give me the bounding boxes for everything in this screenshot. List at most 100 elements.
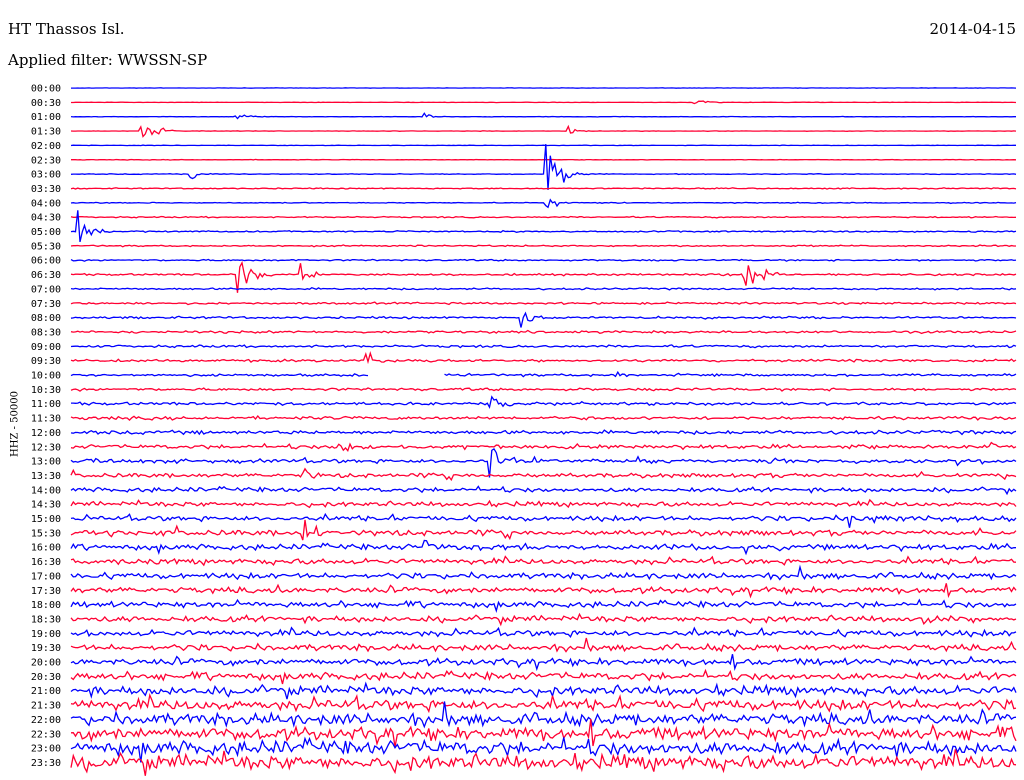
trace-row-0600 [70, 258, 1017, 262]
time-tick-label: 15:30 [31, 528, 61, 539]
time-tick-label: 16:30 [31, 557, 61, 568]
time-tick-label: 18:00 [31, 600, 61, 611]
trace-row-1200 [70, 429, 1017, 436]
time-tick-label: 06:00 [31, 256, 61, 267]
seismic-traces [70, 87, 1017, 776]
time-tick-label: 11:00 [31, 399, 61, 410]
time-tick-label: 00:00 [31, 84, 61, 95]
time-tick-label: 13:00 [31, 457, 61, 468]
trace-row-0800 [70, 311, 1017, 328]
time-tick-label: 05:00 [31, 227, 61, 238]
trace-row-1630 [70, 555, 1017, 567]
trace-row-1430 [70, 498, 1017, 509]
time-tick-label: 04:00 [31, 198, 61, 209]
recording-date: 2014-04-15 [929, 20, 1016, 38]
trace-row-0300 [70, 144, 1017, 190]
trace-row-2200 [70, 701, 1017, 729]
trace-row-0230 [71, 158, 1017, 161]
time-tick-label: 12:00 [31, 428, 61, 439]
trace-row-1300 [70, 447, 1017, 478]
trace-row-1830 [70, 612, 1017, 627]
time-tick-label: 04:30 [31, 213, 61, 224]
time-tick-label: 01:30 [31, 127, 61, 138]
trace-row-1700 [70, 564, 1017, 581]
time-tick-label: 23:00 [31, 744, 61, 755]
time-tick-label: 15:00 [31, 514, 61, 525]
trace-row-2000 [70, 654, 1017, 672]
trace-row-0900 [70, 344, 1017, 349]
time-tick-label: 19:30 [31, 643, 61, 654]
trace-row-1400 [70, 485, 1017, 496]
trace-row-1900 [70, 626, 1017, 638]
time-tick-label: 16:00 [31, 543, 61, 554]
time-tick-label: 01:00 [31, 112, 61, 123]
time-tick-label: 22:00 [31, 715, 61, 726]
trace-row-2300 [70, 736, 1017, 763]
time-tick-label: 09:30 [31, 356, 61, 367]
trace-row-1100 [71, 395, 1017, 410]
trace-row-0100 [70, 112, 1016, 120]
trace-row-0730 [70, 301, 1017, 306]
trace-row-1130 [70, 414, 1017, 421]
time-tick-label: 05:30 [31, 241, 61, 252]
trace-row-1730 [70, 583, 1017, 599]
time-tick-label: 19:00 [31, 629, 61, 640]
time-tick-label: 03:30 [31, 184, 61, 195]
trace-row-1600 [70, 539, 1017, 556]
time-tick-label: 07:30 [31, 299, 61, 310]
trace-row-1330 [70, 467, 1017, 482]
trace-row-1500 [70, 512, 1017, 528]
time-tick-label: 21:00 [31, 686, 61, 697]
trace-row-2230 [70, 718, 1017, 748]
time-tick-label: 03:00 [31, 170, 61, 181]
trace-row-0830 [70, 329, 1017, 335]
trace-row-1530 [70, 519, 1017, 541]
time-tick-label: 09:00 [31, 342, 61, 353]
time-tick-label: 17:00 [31, 571, 61, 582]
trace-row-0530 [70, 244, 1016, 248]
trace-row-0930 [70, 351, 1017, 365]
time-tick-label: 02:00 [31, 141, 61, 152]
time-tick-label: 14:30 [31, 500, 61, 511]
trace-row-0630 [70, 260, 1017, 293]
trace-row-1800 [70, 598, 1017, 613]
trace-row-0130 [70, 124, 1017, 138]
time-tick-label: 13:30 [31, 471, 61, 482]
trace-row-1030 [70, 387, 1017, 392]
trace-row-1230 [70, 441, 1017, 452]
time-tick-label: 14:00 [31, 485, 61, 496]
trace-row-0500 [70, 210, 1017, 243]
trace-row-0700 [70, 286, 1017, 291]
trace-row-0330 [70, 187, 1017, 190]
time-tick-label: 10:30 [31, 385, 61, 396]
trace-row-0200 [70, 144, 1016, 147]
station-title: HT Thassos Isl. [8, 20, 125, 38]
time-tick-label: 20:00 [31, 658, 61, 669]
trace-row-2130 [70, 692, 1017, 714]
time-tick-label: 12:30 [31, 442, 61, 453]
trace-row-1000 [70, 370, 1017, 378]
trace-row-2100 [70, 681, 1017, 700]
trace-row-2030 [70, 668, 1017, 685]
time-tick-label: 17:30 [31, 586, 61, 597]
trace-row-0430 [70, 215, 1017, 219]
time-tick-label: 10:00 [31, 371, 61, 382]
time-tick-label: 06:30 [31, 270, 61, 281]
time-tick-label: 11:30 [31, 414, 61, 425]
time-tick-label: 18:30 [31, 614, 61, 625]
time-tick-label: 07:00 [31, 284, 61, 295]
time-tick-label: 08:30 [31, 327, 61, 338]
time-tick-label: 08:00 [31, 313, 61, 324]
trace-row-1930 [70, 637, 1017, 653]
applied-filter-label: Applied filter: WWSSN-SP [8, 51, 208, 69]
time-tick-label: 02:30 [31, 155, 61, 166]
time-tick-label: 21:30 [31, 701, 61, 712]
time-tick-label: 22:30 [31, 729, 61, 740]
trace-row-0400 [70, 198, 1017, 209]
time-tick-label: 00:30 [31, 98, 61, 109]
time-tick-labels: 00:00 00:30 01:00 01:30 02:00 02:30 03:00 03:30… [31, 84, 61, 769]
time-tick-label: 23:30 [31, 758, 61, 769]
time-tick-label: 20:30 [31, 672, 61, 683]
trace-row-0030 [71, 100, 1017, 105]
